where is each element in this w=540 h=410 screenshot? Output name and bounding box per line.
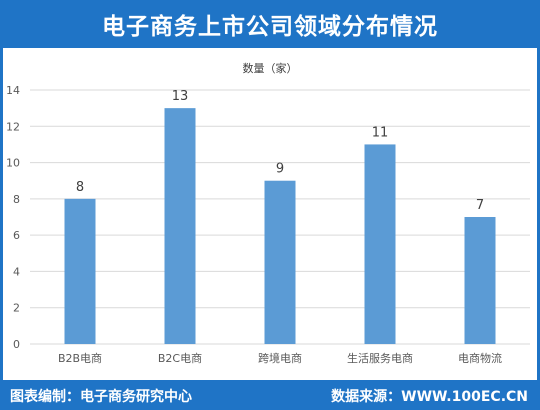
- data-label: 9: [276, 162, 284, 177]
- y-tick-label: 8: [13, 193, 20, 206]
- y-tick-label: 14: [6, 84, 20, 97]
- chart-title: 数量（家）: [243, 61, 298, 75]
- y-tick-label: 2: [13, 302, 20, 315]
- data-label: 11: [372, 125, 389, 140]
- bar: [364, 144, 396, 344]
- y-tick-label: 4: [13, 265, 20, 278]
- y-tick-label: 10: [6, 157, 20, 170]
- chart-header: 电子商务上市公司领域分布情况: [0, 0, 540, 48]
- footer-source-text: 数据来源：WWW.100EC.CN: [331, 389, 528, 405]
- data-label: 13: [172, 89, 189, 104]
- data-label: 8: [76, 180, 84, 195]
- bar: [264, 180, 296, 344]
- data-label: 7: [476, 198, 484, 213]
- x-tick-label: 生活服务电商: [347, 351, 413, 365]
- bar: [464, 217, 496, 344]
- x-tick-label: B2B电商: [58, 351, 102, 365]
- footer-compiler-text: 图表编制：电子商务研究中心: [10, 389, 192, 405]
- y-tick-label: 12: [6, 120, 20, 133]
- y-tick-label: 0: [13, 338, 20, 351]
- bar: [64, 198, 96, 344]
- x-tick-label: B2C电商: [158, 351, 202, 365]
- bars: [64, 108, 496, 344]
- bar-chart: 0 2 4 6 8 10 12 14 8 13 9 11 7 B2B电商 B2C电商 跨境电商 生活服务电商…: [6, 61, 530, 365]
- chart-footer: 图表编制：电子商务研究中心 数据来源：WWW.100EC.CN: [0, 380, 540, 410]
- bar: [164, 108, 196, 344]
- y-axis: 0 2 4 6 8 10 12 14: [6, 84, 20, 351]
- x-tick-label: 跨境电商: [258, 351, 302, 365]
- chart-header-title: 电子商务上市公司领域分布情况: [102, 14, 438, 40]
- y-tick-label: 6: [13, 229, 20, 242]
- x-tick-label: 电商物流: [458, 351, 502, 365]
- x-axis: B2B电商 B2C电商 跨境电商 生活服务电商 电商物流: [58, 351, 502, 365]
- data-labels: 8 13 9 11 7: [76, 89, 484, 213]
